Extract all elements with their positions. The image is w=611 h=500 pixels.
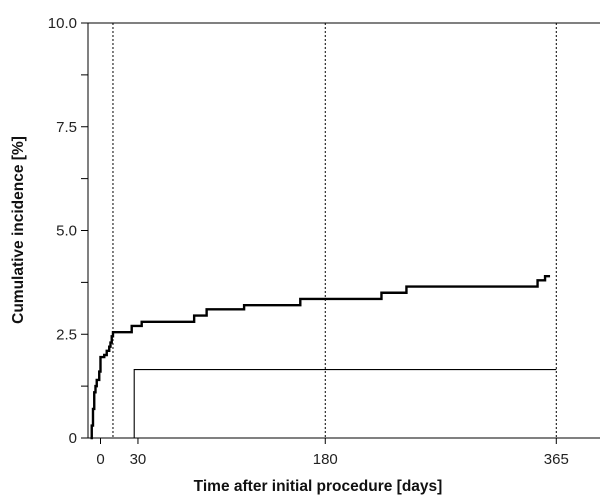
axes (87, 22, 600, 439)
y-tick-label-7.5: 7.5 (56, 119, 77, 136)
series-line-2 (133, 368, 557, 438)
series-group (90, 274, 557, 440)
y-axis-title: Cumulative incidence [%] (10, 136, 27, 324)
x-tick-label-365: 365 (544, 451, 569, 468)
x-tick-label-0: 0 (96, 451, 104, 468)
y-tick-label-0: 0 (69, 430, 77, 447)
y-tick-label-2.5: 2.5 (56, 326, 77, 343)
x-tick-label-180: 180 (313, 451, 338, 468)
axis-ticks: 0 2.5 5.0 7.5 10.0 0 30 180 365 (48, 15, 569, 468)
y-tick-label-10.0: 10.0 (48, 15, 77, 32)
series-line-1 (90, 274, 551, 440)
reference-lines (112, 23, 557, 438)
y-tick-label-5.0: 5.0 (56, 223, 77, 240)
x-tick-label-30: 30 (130, 451, 147, 468)
x-axis-title: Time after initial procedure [days] (194, 478, 443, 495)
